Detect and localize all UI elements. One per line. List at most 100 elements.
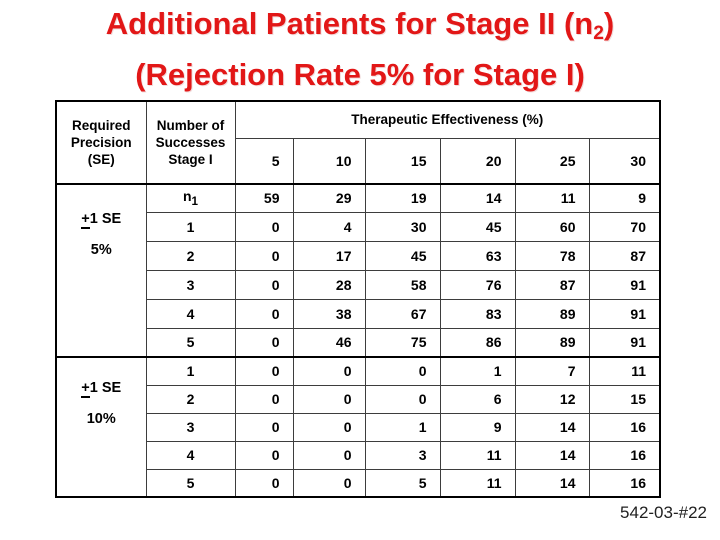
value-cell: 38 bbox=[292, 298, 366, 329]
value-cell: 11 bbox=[439, 468, 516, 498]
successes-cell: 4 bbox=[145, 440, 236, 470]
n1-value: 14 bbox=[439, 183, 516, 213]
successes-cell: 4 bbox=[145, 298, 236, 329]
value-cell: 30 bbox=[364, 211, 441, 242]
value-cell: 0 bbox=[292, 384, 366, 414]
header-therapeutic-effectiveness: Therapeutic Effectiveness (%) bbox=[234, 100, 661, 139]
n1-value: 19 bbox=[364, 183, 441, 213]
value-cell: 0 bbox=[292, 468, 366, 498]
value-cell: 16 bbox=[588, 468, 661, 498]
value-cell: 0 bbox=[292, 412, 366, 442]
value-cell: 70 bbox=[588, 211, 661, 242]
value-cell: 3 bbox=[364, 440, 441, 470]
effectiveness-level: 30 bbox=[588, 137, 661, 185]
plus-minus-sign: + bbox=[81, 211, 90, 229]
successes-cell: 1 bbox=[145, 211, 236, 242]
value-cell: 7 bbox=[514, 356, 590, 386]
title-subscript: 2 bbox=[593, 22, 604, 44]
value-cell: 0 bbox=[364, 356, 441, 386]
value-cell: 0 bbox=[292, 356, 366, 386]
value-cell: 16 bbox=[588, 440, 661, 470]
n1-value: 11 bbox=[514, 183, 590, 213]
value-cell: 89 bbox=[514, 327, 590, 358]
successes-cell: 2 bbox=[145, 240, 236, 271]
successes-cell: 3 bbox=[145, 412, 236, 442]
value-cell: 75 bbox=[364, 327, 441, 358]
value-cell: 4 bbox=[292, 211, 366, 242]
additional-patients-table: Required Precision (SE) Number of Succes… bbox=[55, 100, 661, 498]
value-cell: 91 bbox=[588, 298, 661, 329]
group-label-10-percent: +1 SE 10% bbox=[55, 356, 147, 498]
slide-number: 542-03-#22 bbox=[620, 503, 707, 522]
successes-cell: 1 bbox=[145, 356, 236, 386]
value-cell: 0 bbox=[234, 468, 294, 498]
table-row: 4 0 38 67 83 89 91 bbox=[56, 298, 661, 329]
value-cell: 67 bbox=[364, 298, 441, 329]
value-cell: 6 bbox=[439, 384, 516, 414]
value-cell: 87 bbox=[588, 240, 661, 271]
effectiveness-level: 5 bbox=[234, 137, 294, 185]
value-cell: 1 bbox=[439, 356, 516, 386]
value-cell: 5 bbox=[364, 468, 441, 498]
value-cell: 0 bbox=[234, 269, 294, 300]
value-cell: 11 bbox=[588, 356, 661, 386]
value-cell: 0 bbox=[234, 412, 294, 442]
value-cell: 14 bbox=[514, 412, 590, 442]
value-cell: 78 bbox=[514, 240, 590, 271]
value-cell: 89 bbox=[514, 298, 590, 329]
value-cell: 86 bbox=[439, 327, 516, 358]
value-cell: 0 bbox=[234, 440, 294, 470]
value-cell: 0 bbox=[234, 298, 294, 329]
value-cell: 45 bbox=[364, 240, 441, 271]
value-cell: 45 bbox=[439, 211, 516, 242]
table-row: +1 SE 10% 1 0 0 0 1 7 11 bbox=[55, 356, 661, 498]
successes-cell: 3 bbox=[145, 269, 236, 300]
value-cell: 0 bbox=[364, 384, 441, 414]
value-cell: 87 bbox=[514, 269, 590, 300]
table-row: 3 0 0 1 9 14 16 bbox=[56, 412, 661, 442]
value-cell: 91 bbox=[588, 269, 661, 300]
table-row: 5 0 0 5 11 14 16 bbox=[56, 468, 661, 498]
successes-cell: 5 bbox=[145, 327, 236, 358]
precision-label: 10% bbox=[86, 410, 116, 427]
n1-row: +1 SE 5% n1 59 29 19 14 11 9 bbox=[55, 183, 661, 358]
header-number-of-successes: Number of Successes Stage I bbox=[145, 100, 236, 185]
table-row: 3 0 28 58 76 87 91 bbox=[56, 269, 661, 300]
n1-value: 29 bbox=[292, 183, 366, 213]
value-cell: 0 bbox=[234, 356, 294, 386]
value-cell: 0 bbox=[234, 211, 294, 242]
effectiveness-level: 25 bbox=[514, 137, 590, 185]
value-cell: 46 bbox=[292, 327, 366, 358]
slide-title: Additional Patients for Stage II (n2) (R… bbox=[0, 3, 720, 95]
table-row: 4 0 0 3 11 14 16 bbox=[56, 440, 661, 470]
se-label: +1 SE bbox=[81, 380, 122, 398]
value-cell: 76 bbox=[439, 269, 516, 300]
se-label: +1 SE bbox=[81, 211, 122, 229]
value-cell: 14 bbox=[514, 440, 590, 470]
effectiveness-level: 15 bbox=[364, 137, 441, 185]
n1-value: 59 bbox=[234, 183, 294, 213]
n1-value: 9 bbox=[588, 183, 661, 213]
precision-label: 5% bbox=[90, 241, 112, 258]
table-row: 2 0 0 0 6 12 15 bbox=[56, 384, 661, 414]
successes-cell: 2 bbox=[145, 384, 236, 414]
effectiveness-level-row: 5 10 15 20 25 30 bbox=[56, 137, 661, 185]
value-cell: 17 bbox=[292, 240, 366, 271]
n1-subscript: 1 bbox=[191, 195, 199, 209]
value-cell: 0 bbox=[292, 440, 366, 470]
value-cell: 63 bbox=[439, 240, 516, 271]
value-cell: 0 bbox=[234, 384, 294, 414]
value-cell: 9 bbox=[439, 412, 516, 442]
successes-cell: 5 bbox=[145, 468, 236, 498]
value-cell: 12 bbox=[514, 384, 590, 414]
value-cell: 58 bbox=[364, 269, 441, 300]
value-cell: 1 bbox=[364, 412, 441, 442]
value-cell: 0 bbox=[234, 240, 294, 271]
table-row: 2 0 17 45 63 78 87 bbox=[56, 240, 661, 271]
value-cell: 83 bbox=[439, 298, 516, 329]
table-row: 1 0 4 30 45 60 70 bbox=[56, 211, 661, 242]
title-line-1: Additional Patients for Stage II (n2) bbox=[105, 6, 615, 44]
plus-minus-sign: + bbox=[81, 380, 90, 398]
effectiveness-level: 20 bbox=[439, 137, 516, 185]
value-cell: 91 bbox=[588, 327, 661, 358]
